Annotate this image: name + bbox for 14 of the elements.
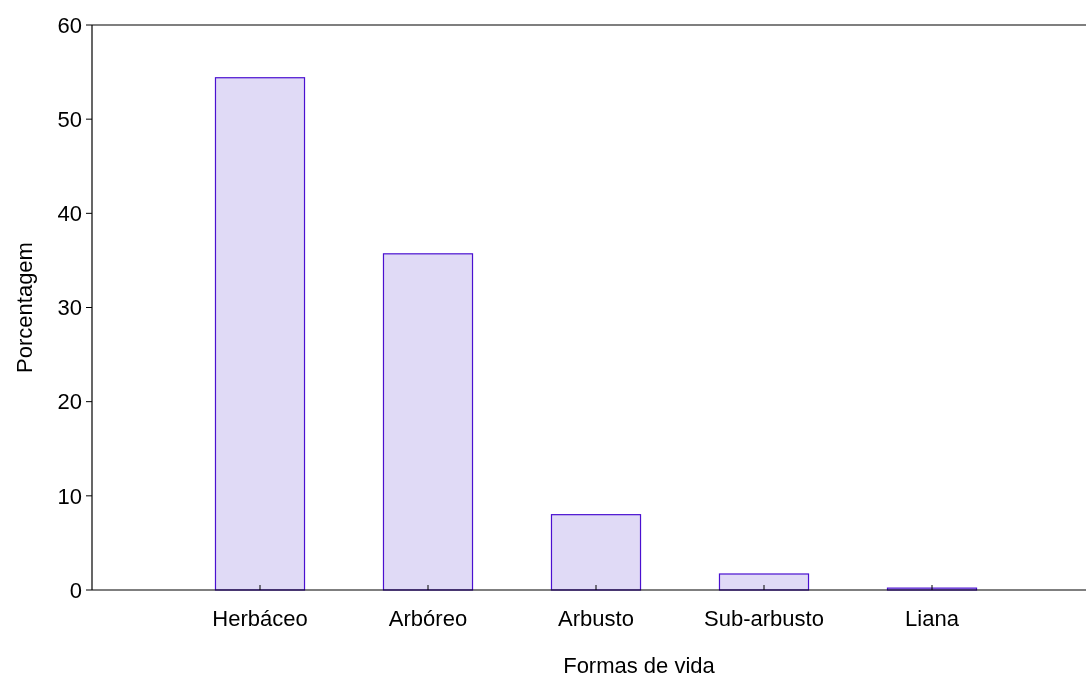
x-tick-label: Sub-arbusto bbox=[704, 606, 824, 631]
y-tick-label: 20 bbox=[57, 389, 82, 415]
x-axis-title: Formas de vida bbox=[563, 653, 716, 678]
x-tick-label: Arbusto bbox=[558, 606, 634, 631]
x-tick-label: Herbáceo bbox=[212, 606, 308, 631]
y-tick-label: 40 bbox=[57, 201, 82, 227]
x-tick-label: Arbóreo bbox=[388, 606, 468, 631]
y-tick-label: 0 bbox=[69, 577, 82, 603]
y-tick-label: 10 bbox=[57, 483, 82, 509]
x-tick-label: Liana bbox=[905, 606, 960, 631]
y-tick-label: 60 bbox=[57, 12, 82, 38]
y-tick-label: 30 bbox=[57, 295, 82, 321]
y-axis-title: Porcentagem bbox=[12, 242, 37, 373]
y-tick-label: 50 bbox=[57, 106, 82, 132]
